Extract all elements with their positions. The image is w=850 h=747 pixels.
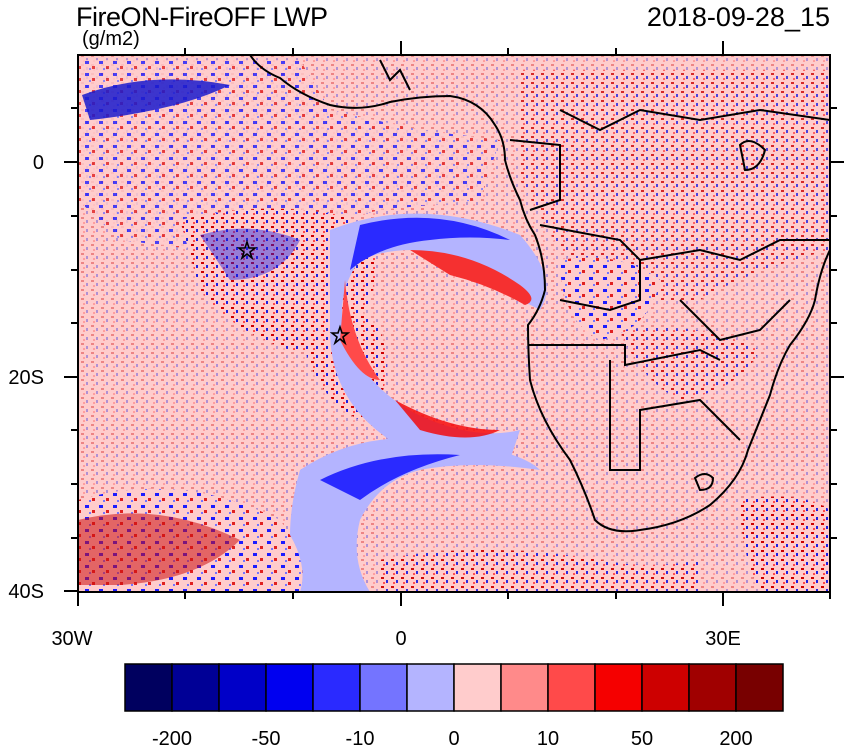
units-label: (g/m2) — [82, 28, 140, 50]
colorbar-swatch — [359, 663, 408, 712]
colorbar-swatch — [312, 663, 361, 712]
x-label-30w: 30W — [51, 628, 92, 650]
x-label-0: 0 — [395, 628, 406, 650]
y-label-40s: 40S — [8, 581, 44, 603]
datetime-label: 2018-09-28_15 — [646, 2, 830, 32]
colorbar-label: 50 — [631, 728, 653, 747]
colorbar-label: -200 — [152, 728, 192, 747]
colorbar-label: 200 — [719, 728, 752, 747]
colorbar-swatch — [688, 663, 737, 712]
colorbar-swatch — [735, 663, 784, 712]
star-marker-icon — [236, 239, 351, 346]
colorbar-swatch — [594, 663, 643, 712]
y-label-20s: 20S — [8, 367, 44, 389]
colorbar-swatch — [171, 663, 220, 712]
colorbar-label: -50 — [252, 728, 281, 747]
colorbar-labels: -200 -50 -10 0 10 50 200 — [152, 728, 753, 747]
colorbar-swatch — [500, 663, 549, 712]
plot-title: FireON-FireOFF LWP — [76, 2, 328, 32]
colorbar-swatch — [641, 663, 690, 712]
colorbar-swatch — [453, 663, 502, 712]
colorbar-label: 0 — [448, 728, 459, 747]
colorbar-label: 10 — [537, 728, 559, 747]
colorbar-swatch — [547, 663, 596, 712]
colorbar-swatch — [124, 663, 173, 712]
x-label-30e: 30E — [705, 628, 741, 650]
colorbar-label: -10 — [346, 728, 375, 747]
y-label-0: 0 — [33, 152, 44, 174]
colorbar-swatch — [406, 663, 455, 712]
colorbar-swatch — [265, 663, 314, 712]
axis-ticks — [64, 41, 844, 606]
coastlines — [249, 55, 830, 533]
colorbar-swatch — [218, 663, 267, 712]
colorbar — [124, 663, 784, 712]
lwp-difference-field — [78, 55, 830, 592]
